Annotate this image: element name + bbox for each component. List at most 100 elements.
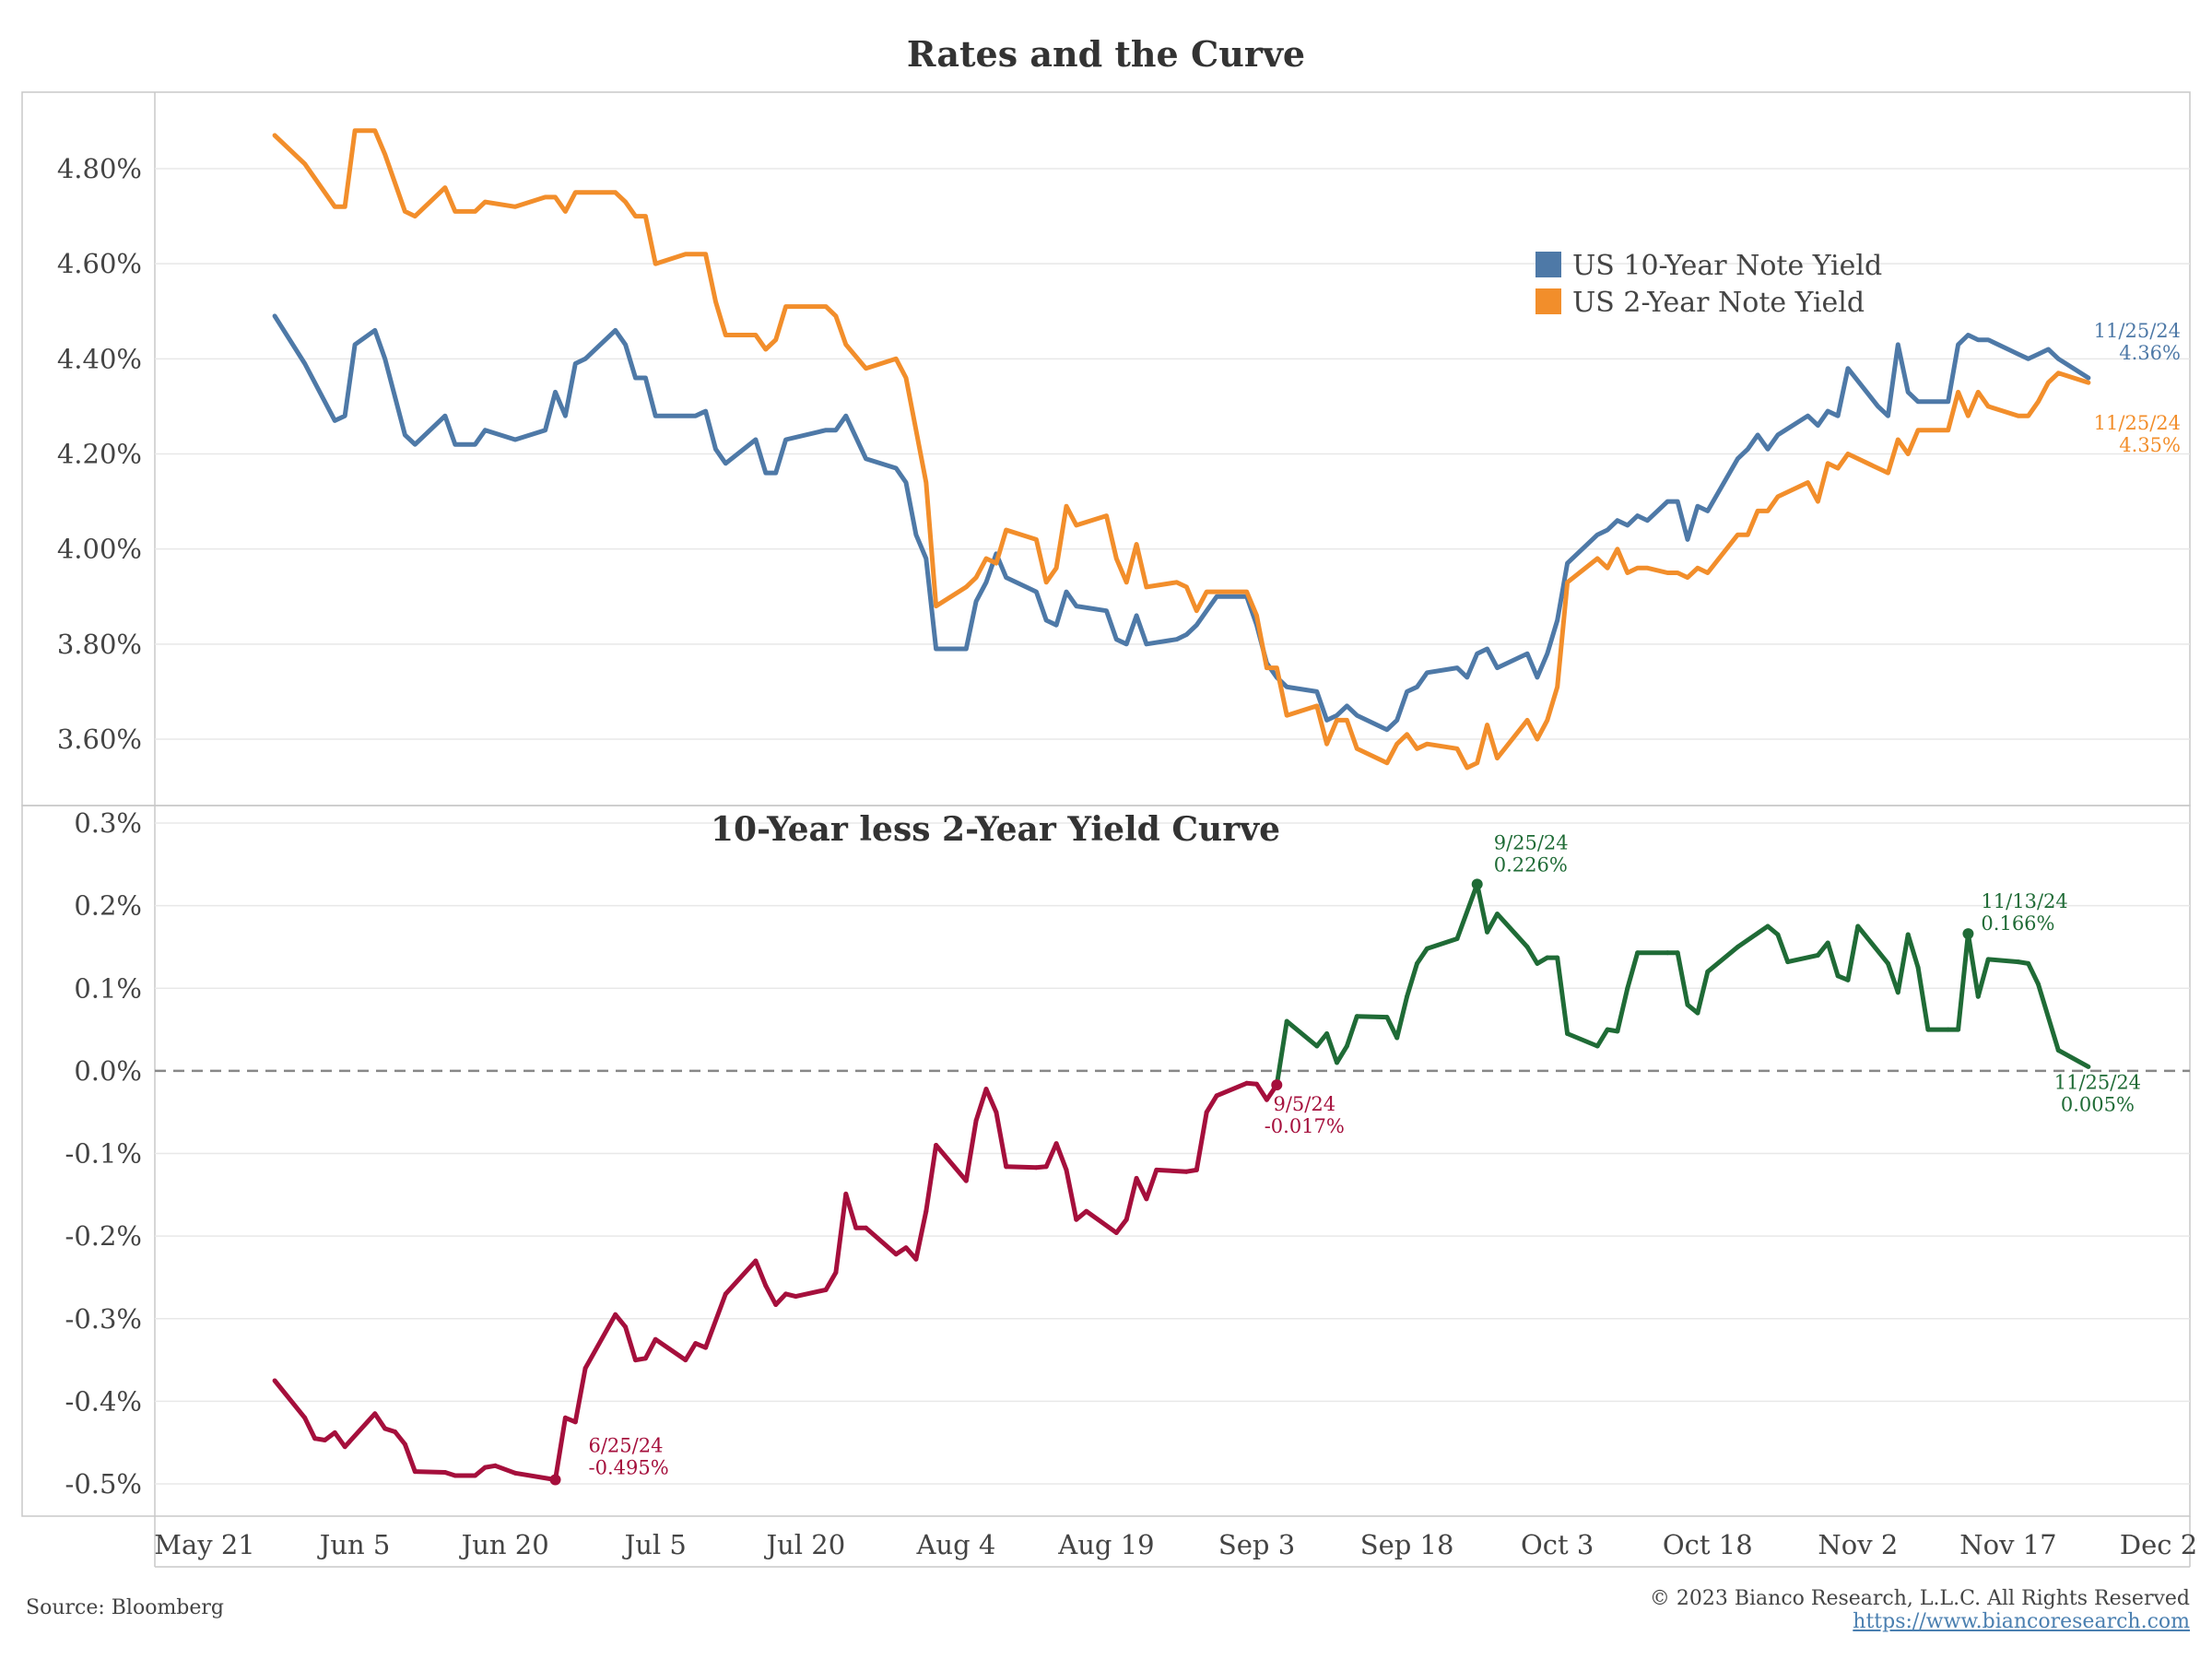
curve-segment [492,1463,518,1476]
curve-segment [683,1341,699,1363]
bottom-y-tick-label: 0.3% [74,807,142,839]
curve-segment [553,1415,568,1482]
curve-segment [913,1208,929,1262]
curve-segment [793,1287,829,1300]
annotation-label: 4.36% [2119,342,2181,364]
curve-segment [823,1270,839,1292]
annotation-label: 9/25/24 [1494,831,1569,853]
curve-segment [302,1415,318,1441]
curve-segment [1274,1018,1289,1088]
x-tick-label: Jul 5 [622,1529,687,1560]
curve-segment [1284,1018,1320,1049]
x-tick-labels: May 21 Jun 5 Jun 20 Jul 5 Jul 20 Aug 4 Aug 19 S… [154,1529,2197,1560]
curve-segment [1905,932,1921,971]
x-tick-label: Jun 20 [459,1529,549,1560]
curve-segment [342,1411,378,1450]
curve-segment [272,1378,308,1420]
x-tick-label: Aug 4 [915,1529,995,1560]
curve-segment [1335,1043,1349,1065]
curve-subtitle: 10-Year less 2-Year Yield Curve [711,810,1280,849]
website-link[interactable]: https://www.biancoresearch.com [1650,1610,2190,1633]
annotation-label: -0.495% [589,1457,669,1479]
curve-segment [1695,969,1711,1016]
curve-segment [833,1191,849,1276]
bottom-grid [155,822,2190,1485]
annotation-label: 0.166% [1981,912,2054,935]
curve-segment [773,1291,789,1307]
curve-segment [1956,931,1971,1032]
x-tick-label: Oct 18 [1663,1529,1753,1560]
curve-segment [1975,957,1991,999]
bottom-y-tick-labels: 0.3% 0.2% 0.1% 0.0% -0.1% -0.2% -0.3% -0.4% -0.5… [65,807,142,1500]
curve-segment [973,1087,989,1124]
curve-segment [1825,940,1841,979]
annotation-label: 11/25/24 [2054,1071,2141,1093]
curve-segment [1785,952,1820,965]
x-tick-label: Aug 19 [1057,1529,1154,1560]
x-tick-label: Nov 17 [1959,1529,2056,1560]
curve-segment [1194,1110,1209,1172]
annotation-label: 0.005% [2061,1093,2135,1115]
x-tick-label: Jul 20 [763,1529,845,1560]
curve-segment [1886,960,1900,995]
top-y-tick-label: 3.60% [57,724,142,755]
curve-segment [1485,912,1500,935]
annotation-label: 0.226% [1494,853,1568,876]
copyright-note: © 2023 Bianco Research, L.L.C. All Right… [1650,1587,2190,1633]
top-y-tick-label: 4.00% [57,534,142,565]
curve-segment [1524,944,1540,966]
curve-segment [864,1225,899,1257]
curve-segment [1565,1031,1600,1049]
curve-segment [2026,960,2041,987]
annotations: 11/25/244.36%11/25/244.35%6/25/24-0.495%… [549,320,2181,1486]
curve-segment [512,1470,558,1482]
top-grid [155,168,2190,740]
curve-segment [1855,924,1890,966]
bottom-y-tick-label: -0.1% [65,1138,142,1170]
curve-segment [1344,1014,1359,1049]
legend-label-2y: US 2-Year Note Yield [1572,287,1865,319]
curve-line [272,881,2091,1482]
curve-segment [1735,924,1771,949]
curve-segment [843,1191,859,1230]
curve-segment [1254,1081,1269,1102]
curve-segment [642,1336,658,1361]
curve-segment [1354,1014,1390,1020]
annotation-dot [549,1474,561,1486]
annotation-dot [1962,928,1974,940]
bottom-y-tick-label: -0.3% [65,1303,142,1335]
legend-swatch-2y [1535,288,1561,314]
x-tick-label: Sep 3 [1218,1529,1295,1560]
curve-segment [2055,1048,2091,1069]
curve-segment [1113,1217,1129,1235]
curve-segment [1124,1175,1139,1222]
curve-segment [412,1469,448,1475]
bottom-y-tick-label: 0.2% [74,890,142,922]
top-y-tick-label: 4.60% [57,248,142,279]
annotation-label: 9/5/24 [1273,1093,1335,1115]
curve-segment [1594,1027,1610,1049]
curve-segment [924,1143,939,1214]
curve-segment [963,1118,979,1183]
curve-segment [1845,924,1861,982]
yield-lines [272,128,2091,771]
curve-segment [653,1336,688,1363]
curve-segment [1384,1015,1400,1041]
website-url[interactable]: https://www.biancoresearch.com [1853,1610,2190,1633]
curve-segment [582,1312,618,1371]
top-y-tick-label: 4.80% [57,153,142,184]
curve-segment [1675,950,1690,1007]
annotation-dot [1271,1079,1283,1091]
curve-segment [1043,1141,1059,1170]
annotation-label: 11/25/24 [2094,320,2181,342]
curve-segment [572,1366,588,1425]
curve-segment [1424,936,1460,951]
two-year-yield-line [272,128,2091,771]
annotation-label: 4.35% [2119,434,2181,456]
curve-segment [1895,932,1911,995]
curve-segment [1625,950,1641,991]
curve-segment [1555,955,1571,1036]
curve-segment [1214,1080,1250,1099]
ten-year-yield-line [272,313,2091,733]
curve-segment [1705,944,1740,974]
